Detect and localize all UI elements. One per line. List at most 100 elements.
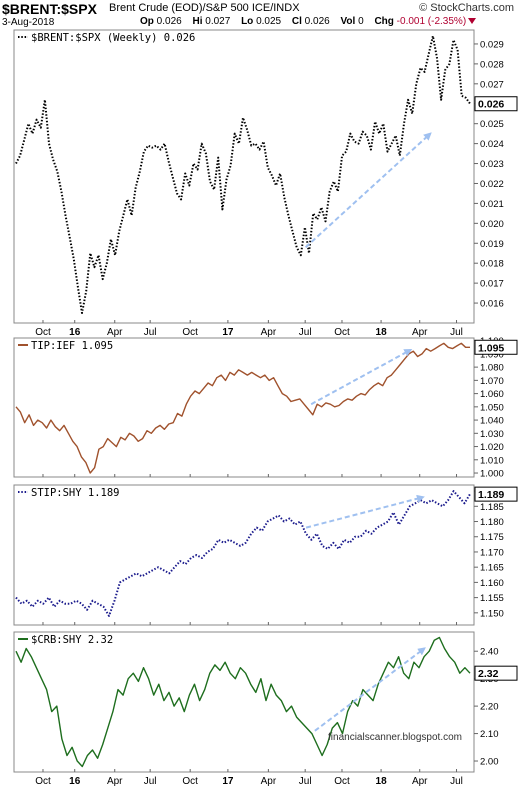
x-tick-label: Jul <box>450 327 463 338</box>
y-tick-label: 0.018 <box>480 259 504 270</box>
vol-value: 0 <box>358 16 364 27</box>
low-value: 0.025 <box>256 16 282 27</box>
last-value-label: 0.026 <box>478 99 504 111</box>
chart-panel-3: 1.150 1.155 1.160 1.165 1.170 1.175 1.180 1.185… <box>13 484 518 626</box>
watermark-text: financialscanner.blogspot.com <box>328 732 462 743</box>
x-tick-label: 18 <box>376 776 388 787</box>
x-tick-label: Apr <box>412 327 428 338</box>
series-legend: $BRENT:$SPX (Weekly) 0.026 <box>18 32 195 44</box>
y-tick-label: 1.155 <box>480 593 504 604</box>
chg-value: -0.001 (-2.35%) <box>396 16 467 27</box>
brand-label[interactable]: © StockCharts.com <box>419 2 514 14</box>
y-tick-label: 0.024 <box>480 139 504 150</box>
series-line[interactable] <box>15 342 470 474</box>
y-tick-label: 0.028 <box>480 59 504 70</box>
y-tick-label: 2.10 <box>480 729 499 740</box>
chg-label: Chg <box>374 16 394 27</box>
last-value-badge <box>474 96 518 112</box>
x-tick-label: Apr <box>261 776 277 787</box>
chart-panel-2: 1.000 1.010 1.020 1.030 1.040 1.050 1.060 1.070… <box>13 336 518 480</box>
y-tick-label: 1.040 <box>480 416 504 427</box>
quote-summary: Op 0.026 Hi 0.027 Lo 0.025 Cl 0.026 Vol … <box>140 16 484 27</box>
x-tick-label: Apr <box>107 327 123 338</box>
x-tick-label: Jul <box>450 776 463 787</box>
x-tick-label: Oct <box>182 327 198 338</box>
y-tick-label: 0.016 <box>480 299 504 310</box>
y-tick-label: 0.017 <box>480 279 504 290</box>
last-value-badge <box>474 665 518 681</box>
x-tick-label: Apr <box>261 327 277 338</box>
series-line[interactable] <box>15 35 471 314</box>
high-label: Hi <box>192 16 203 27</box>
x-tick-label: 17 <box>222 327 234 338</box>
y-tick-label: 0.025 <box>480 119 504 130</box>
close-label: Cl <box>291 16 302 27</box>
panel-frame <box>13 337 475 478</box>
trend-arrow <box>305 494 425 529</box>
x-tick-label: 18 <box>376 327 388 338</box>
panel-frame <box>13 484 475 626</box>
y-tick-label: 1.165 <box>480 563 504 574</box>
y-tick-label: 1.010 <box>480 455 504 466</box>
open-value: 0.026 <box>156 16 182 27</box>
trend-arrow <box>304 132 432 248</box>
legend-label: $CRB:SHY 2.32 <box>31 634 113 646</box>
chart-panel-4: 2.002.102.202.302.40$CRB:SHY 2.322.32 <box>13 631 518 773</box>
chart-panel-1: 0.016 0.017 0.018 0.019 0.020 0.021 0.022 0.023… <box>13 29 518 324</box>
y-tick-label: 1.070 <box>480 376 504 387</box>
y-tick-label: 1.080 <box>480 363 504 374</box>
down-triangle-icon <box>468 18 477 25</box>
low-label: Lo <box>241 16 254 27</box>
x-tick-label: Apr <box>107 776 123 787</box>
last-value-label: 1.095 <box>478 342 504 354</box>
legend-label: $BRENT:$SPX (Weekly) 0.026 <box>31 32 195 44</box>
y-tick-label: 1.180 <box>480 517 504 528</box>
series-line[interactable] <box>15 490 471 617</box>
y-tick-label: 1.185 <box>480 502 504 513</box>
series-line[interactable] <box>15 636 471 768</box>
y-tick-label: 0.019 <box>480 239 504 250</box>
y-tick-label: 0.029 <box>480 39 504 50</box>
y-tick-label: 1.090 <box>480 349 504 360</box>
quote-date: 3-Aug-2018 <box>2 17 55 28</box>
x-tick-label: Oct <box>334 327 350 338</box>
x-tick-label: Apr <box>412 776 428 787</box>
y-tick-label: 0.027 <box>480 79 504 90</box>
y-tick-label: 1.175 <box>480 532 504 543</box>
symbol-title[interactable]: $BRENT:$SPX <box>2 1 97 17</box>
x-tick-label: 16 <box>69 776 81 787</box>
y-tick-label: 1.150 <box>480 608 504 619</box>
x-tick-label: Oct <box>182 776 198 787</box>
vol-label: Vol <box>340 16 356 27</box>
y-tick-label: 2.00 <box>480 757 499 768</box>
last-value-badge <box>474 486 518 502</box>
last-value-label: 2.32 <box>478 668 499 680</box>
y-tick-label: 1.160 <box>480 578 504 589</box>
panel-frame <box>13 631 475 773</box>
y-tick-label: 1.030 <box>480 429 504 440</box>
legend-label: TIP:IEF 1.095 <box>31 340 113 352</box>
x-tick-label: Jul <box>144 776 157 787</box>
x-tick-label: Oct <box>334 776 350 787</box>
trend-arrow <box>310 348 413 406</box>
x-tick-label: 17 <box>222 776 234 787</box>
y-tick-label: 2.20 <box>480 702 499 713</box>
y-tick-label: 2.40 <box>480 647 499 658</box>
y-tick-label: 0.022 <box>480 179 504 190</box>
x-tick-label: 16 <box>69 327 81 338</box>
y-tick-label: 0.023 <box>480 159 504 170</box>
open-label: Op <box>140 16 154 27</box>
x-tick-label: Jul <box>144 327 157 338</box>
chart-header: $BRENT:$SPX Brent Crude (EOD)/S&P 500 IC… <box>0 0 520 30</box>
x-tick-label: Jul <box>299 776 312 787</box>
last-value-label: 1.189 <box>478 489 504 501</box>
x-tick-label: Oct <box>35 327 51 338</box>
y-tick-label: 0.020 <box>480 219 504 230</box>
close-value: 0.026 <box>304 16 330 27</box>
y-tick-label: 1.020 <box>480 442 504 453</box>
trend-arrow <box>314 647 426 732</box>
y-tick-label: 1.050 <box>480 402 504 413</box>
last-value-badge <box>474 339 518 355</box>
symbol-description: Brent Crude (EOD)/S&P 500 ICE/INDX <box>109 2 300 14</box>
